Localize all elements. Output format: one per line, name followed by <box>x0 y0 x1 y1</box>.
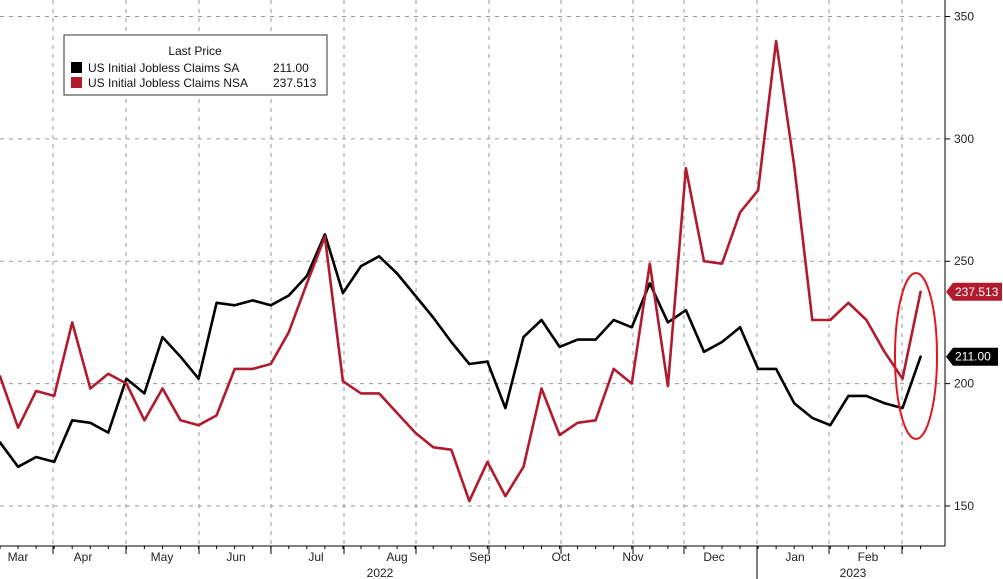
y-tick-label: 300 <box>954 132 974 146</box>
series-layer <box>0 39 922 503</box>
x-month-label: Sep <box>469 550 491 564</box>
x-month-label: Feb <box>858 550 879 564</box>
legend-box <box>63 34 328 96</box>
x-year-label: 2022 <box>367 566 394 579</box>
x-month-label: Aug <box>386 550 407 564</box>
x-month-label: Jul <box>308 550 323 564</box>
x-month-label: Jan <box>785 550 804 564</box>
annotation-layer <box>894 272 938 440</box>
legend-value-sa: 211.00 <box>273 61 309 75</box>
y-tick-label: 350 <box>954 9 974 23</box>
highlight-ellipse <box>894 272 938 440</box>
legend-label-nsa: US Initial Jobless Claims NSA <box>88 76 248 90</box>
last-value-tags: 211.00 237.513 <box>946 282 1002 366</box>
x-month-label: Oct <box>552 550 571 564</box>
legend-value-nsa: 237.513 <box>273 76 317 90</box>
tag-label-nsa: 237.513 <box>955 285 999 299</box>
tag-label-sa: 211.00 <box>955 350 991 364</box>
axes-layer: 150 200 250 300 350 Mar Apr May Jun Jul Aug Sep Oct N… <box>0 0 974 579</box>
y-tick-label: 200 <box>954 377 974 391</box>
series-line-nsa <box>0 39 922 503</box>
x-month-label: Dec <box>703 550 724 564</box>
tag-nsa <box>946 282 1002 301</box>
legend-label-sa: US Initial Jobless Claims SA <box>88 61 239 75</box>
legend-swatch-sa <box>71 62 82 73</box>
x-month-label: Jun <box>226 550 245 564</box>
legend-title: Last Price <box>168 44 222 58</box>
tag-sa <box>946 347 998 366</box>
y-tick-label: 150 <box>954 499 974 513</box>
x-month-label: Mar <box>8 550 29 564</box>
y-tick-label: 250 <box>954 254 974 268</box>
x-month-label: May <box>151 550 174 564</box>
x-month-label: Apr <box>74 550 93 564</box>
legend: Last Price US Initial Jobless Claims SA … <box>63 34 328 96</box>
series-line-sa <box>0 233 922 469</box>
x-month-label: Nov <box>622 550 643 564</box>
x-year-label: 2023 <box>840 566 867 579</box>
legend-swatch-nsa <box>71 77 82 88</box>
